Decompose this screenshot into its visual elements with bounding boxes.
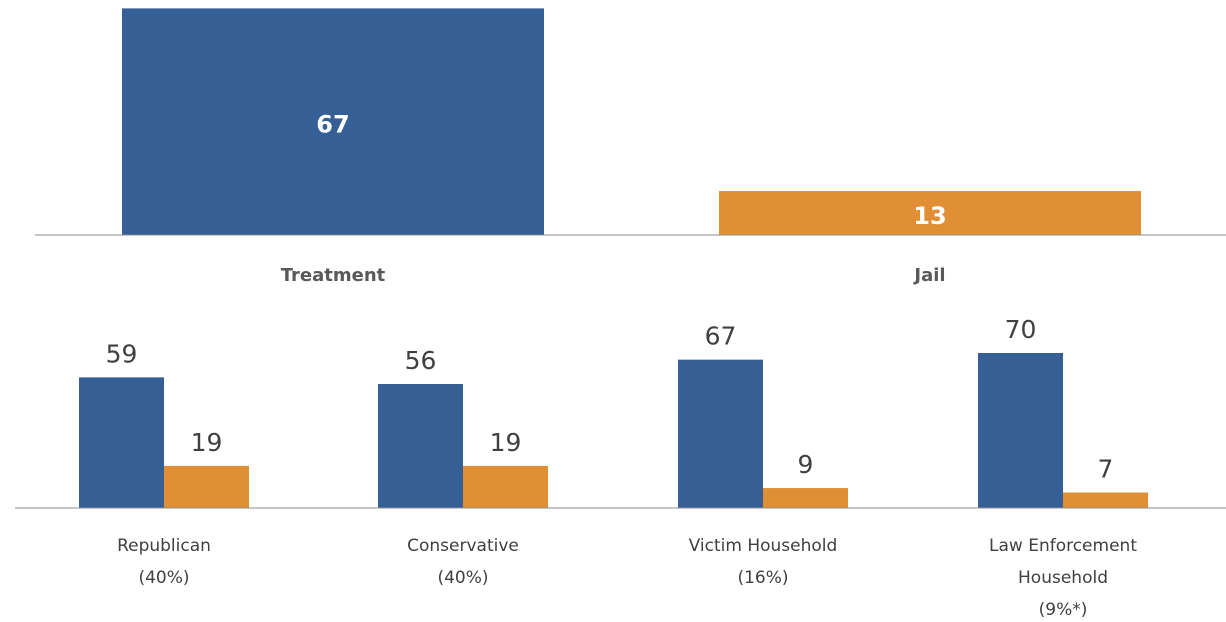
bar [1063,492,1148,508]
category-label: Law Enforcement [989,536,1137,556]
bar [164,465,249,508]
category-label: (40%) [437,568,488,588]
value-label: 67 [705,322,737,351]
category-label: Treatment [281,265,386,286]
value-label: 7 [1098,455,1114,484]
category-label: (9%*) [1039,600,1088,620]
value-label: 59 [106,339,138,368]
category-label: Jail [912,265,945,286]
category-label: Conservative [407,536,519,556]
bar [463,465,548,508]
bar [122,8,544,235]
bar [378,384,463,508]
bar [678,359,763,508]
value-label: 13 [913,202,946,230]
value-label: 9 [798,450,814,479]
value-label: 56 [405,346,437,375]
value-label: 70 [1005,315,1037,344]
category-label: (16%) [737,568,788,588]
category-label: Victim Household [689,536,838,556]
value-label: 67 [316,111,349,139]
value-label: 19 [191,428,223,457]
bar [719,191,1141,235]
category-label: (40%) [138,568,189,588]
value-label: 19 [490,428,522,457]
bar [763,488,848,508]
category-label: Household [1018,568,1108,588]
category-label: Republican [117,536,211,556]
bar [79,377,164,508]
bar [978,353,1063,508]
